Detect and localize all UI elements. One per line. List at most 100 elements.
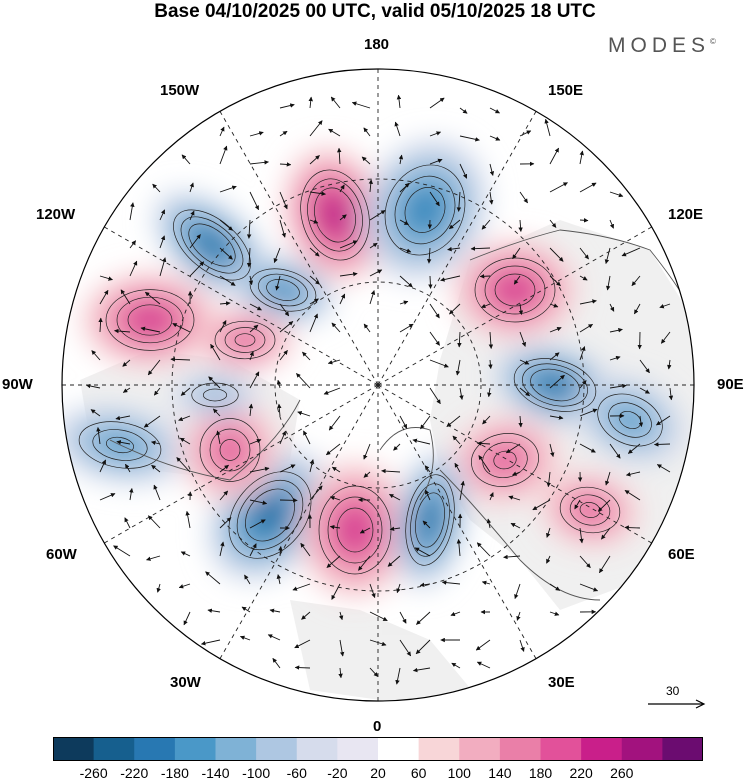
coastline-north-america [109,399,301,481]
wind-vector [120,289,131,305]
wind-vector [363,471,371,478]
colorbar-cell [540,737,582,761]
wind-vector [125,463,131,473]
wind-vector [394,121,401,137]
brand-logo: MODES© [608,34,716,58]
wind-vector [399,219,409,226]
wind-vector [219,301,231,306]
anomaly-contours [471,433,539,487]
wind-vector [579,299,597,305]
contour-line [258,273,308,307]
colorbar-cell [174,737,217,761]
wind-vector [330,96,341,109]
wind-vector [279,430,286,445]
wind-vector [241,606,251,613]
wind-vector [579,555,591,569]
wind-vector [604,247,611,265]
wind-vector [359,527,371,534]
wind-vector [309,247,320,257]
lon-label-60w: 60W [46,546,77,563]
colorbar-cell [418,737,460,761]
wind-vector [159,257,167,277]
wind-vector [279,191,288,210]
wind-vector [399,182,410,193]
wind-vector [329,495,341,501]
wind-vector [249,191,260,211]
wind-vector [208,376,221,389]
colorbar-cell [93,737,135,761]
coastline-greenland [379,427,434,501]
wind-vector [301,611,311,620]
anomaly-level [202,236,222,254]
wind-vector [549,415,564,420]
wind-vector [424,489,431,501]
colorbar-tick-label: -260 [79,765,108,781]
wind-vector [185,510,191,529]
wind-vector [476,441,491,446]
colorbar-cell [337,737,379,761]
latitude-circle [274,281,482,489]
lon-label-120e: 120E [668,206,704,223]
wind-vector [205,571,221,585]
contour-line [173,209,251,281]
wind-vector [219,320,227,333]
wind-vector [456,538,462,557]
wind-vector [532,499,551,511]
wind-vector [599,555,611,574]
wind-vector [363,443,371,460]
wind-vector [368,179,374,193]
wind-vector [153,484,161,501]
wind-vector [323,387,341,395]
wind-vector [503,554,521,560]
wind-vector [441,580,461,585]
wind-vector [478,455,491,473]
wind-vector [519,331,527,347]
wind-vector [605,275,611,291]
contour-line [228,471,312,559]
wind-vector [510,522,521,529]
wind-vector [448,219,461,230]
wind-vector [219,517,232,529]
anomaly-level [577,500,603,520]
wind-vector [659,303,671,309]
wind-vector [297,411,311,417]
brand-mark: © [710,37,716,46]
wind-vector [272,657,281,669]
wind-vector [144,291,161,305]
wind-vector [609,443,621,459]
wind-vector [219,145,228,165]
wind-vector [621,247,641,257]
anomaly-level [200,387,230,403]
anomaly-contours [405,474,455,566]
wind-vector [488,331,494,349]
wind-vector [369,269,383,277]
wind-vector [279,350,288,361]
wind-vector [549,611,560,616]
wind-vector [609,355,621,361]
wind-vector [597,499,611,512]
wind-vector [516,611,521,621]
wind-vector [476,661,491,669]
wind-vector [351,101,371,109]
wind-vector [549,247,564,262]
wind-vector [309,191,326,196]
wind-vector [159,235,166,249]
wind-vector [479,274,491,279]
colorbar-tick-label: 220 [569,765,593,781]
anomaly-level [232,332,258,348]
contour-line [199,418,261,482]
anomaly-level [423,508,437,532]
wind-vector [399,300,409,305]
wind-vector [579,583,599,592]
contour-line [219,439,241,461]
wind-vector [210,343,221,361]
wind-vector [459,107,468,114]
wind-vector [116,440,131,445]
wind-vector [631,275,641,287]
wind-vector [140,326,161,333]
wind-vector [249,351,254,361]
wind-vector [328,415,341,431]
contour-line [608,402,652,438]
wind-vector [489,492,494,501]
contour-line [327,496,383,564]
